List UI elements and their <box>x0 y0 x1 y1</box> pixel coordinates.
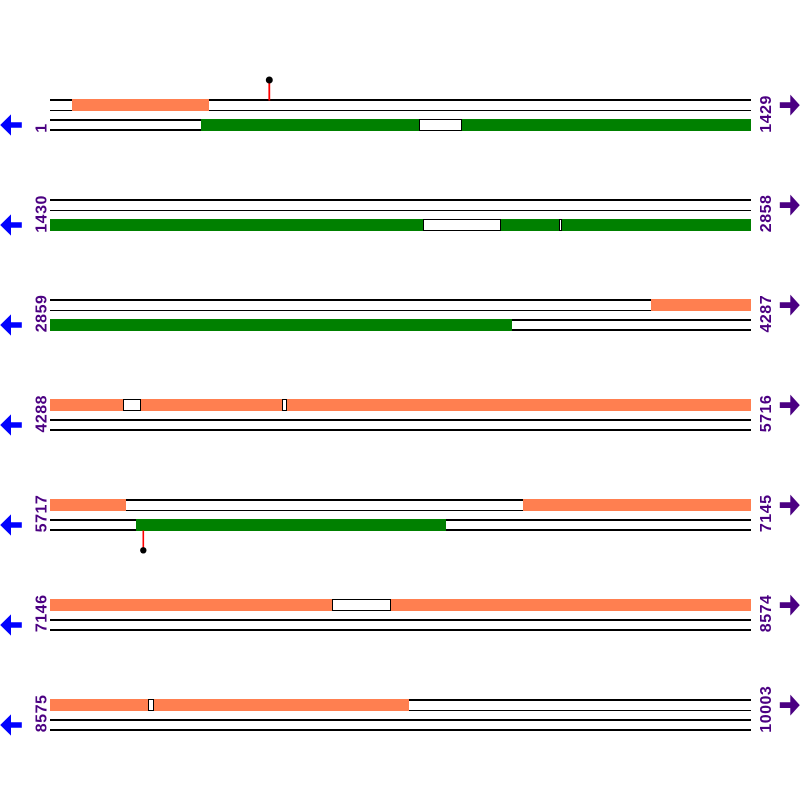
svg-text:4288: 4288 <box>34 395 51 433</box>
svg-text:5716: 5716 <box>758 395 775 433</box>
svg-text:4287: 4287 <box>758 295 775 333</box>
svg-text:7146: 7146 <box>34 595 51 633</box>
svg-text:1430: 1430 <box>34 195 51 233</box>
svg-text:2858: 2858 <box>758 195 775 233</box>
svg-text:8574: 8574 <box>758 595 775 633</box>
svg-text:1: 1 <box>34 123 51 132</box>
svg-text:5717: 5717 <box>34 495 51 533</box>
svg-text:2859: 2859 <box>34 295 51 333</box>
svg-text:8575: 8575 <box>34 695 51 733</box>
svg-text:10003: 10003 <box>758 686 775 733</box>
svg-text:1429: 1429 <box>758 95 775 133</box>
svg-text:7145: 7145 <box>758 495 775 533</box>
